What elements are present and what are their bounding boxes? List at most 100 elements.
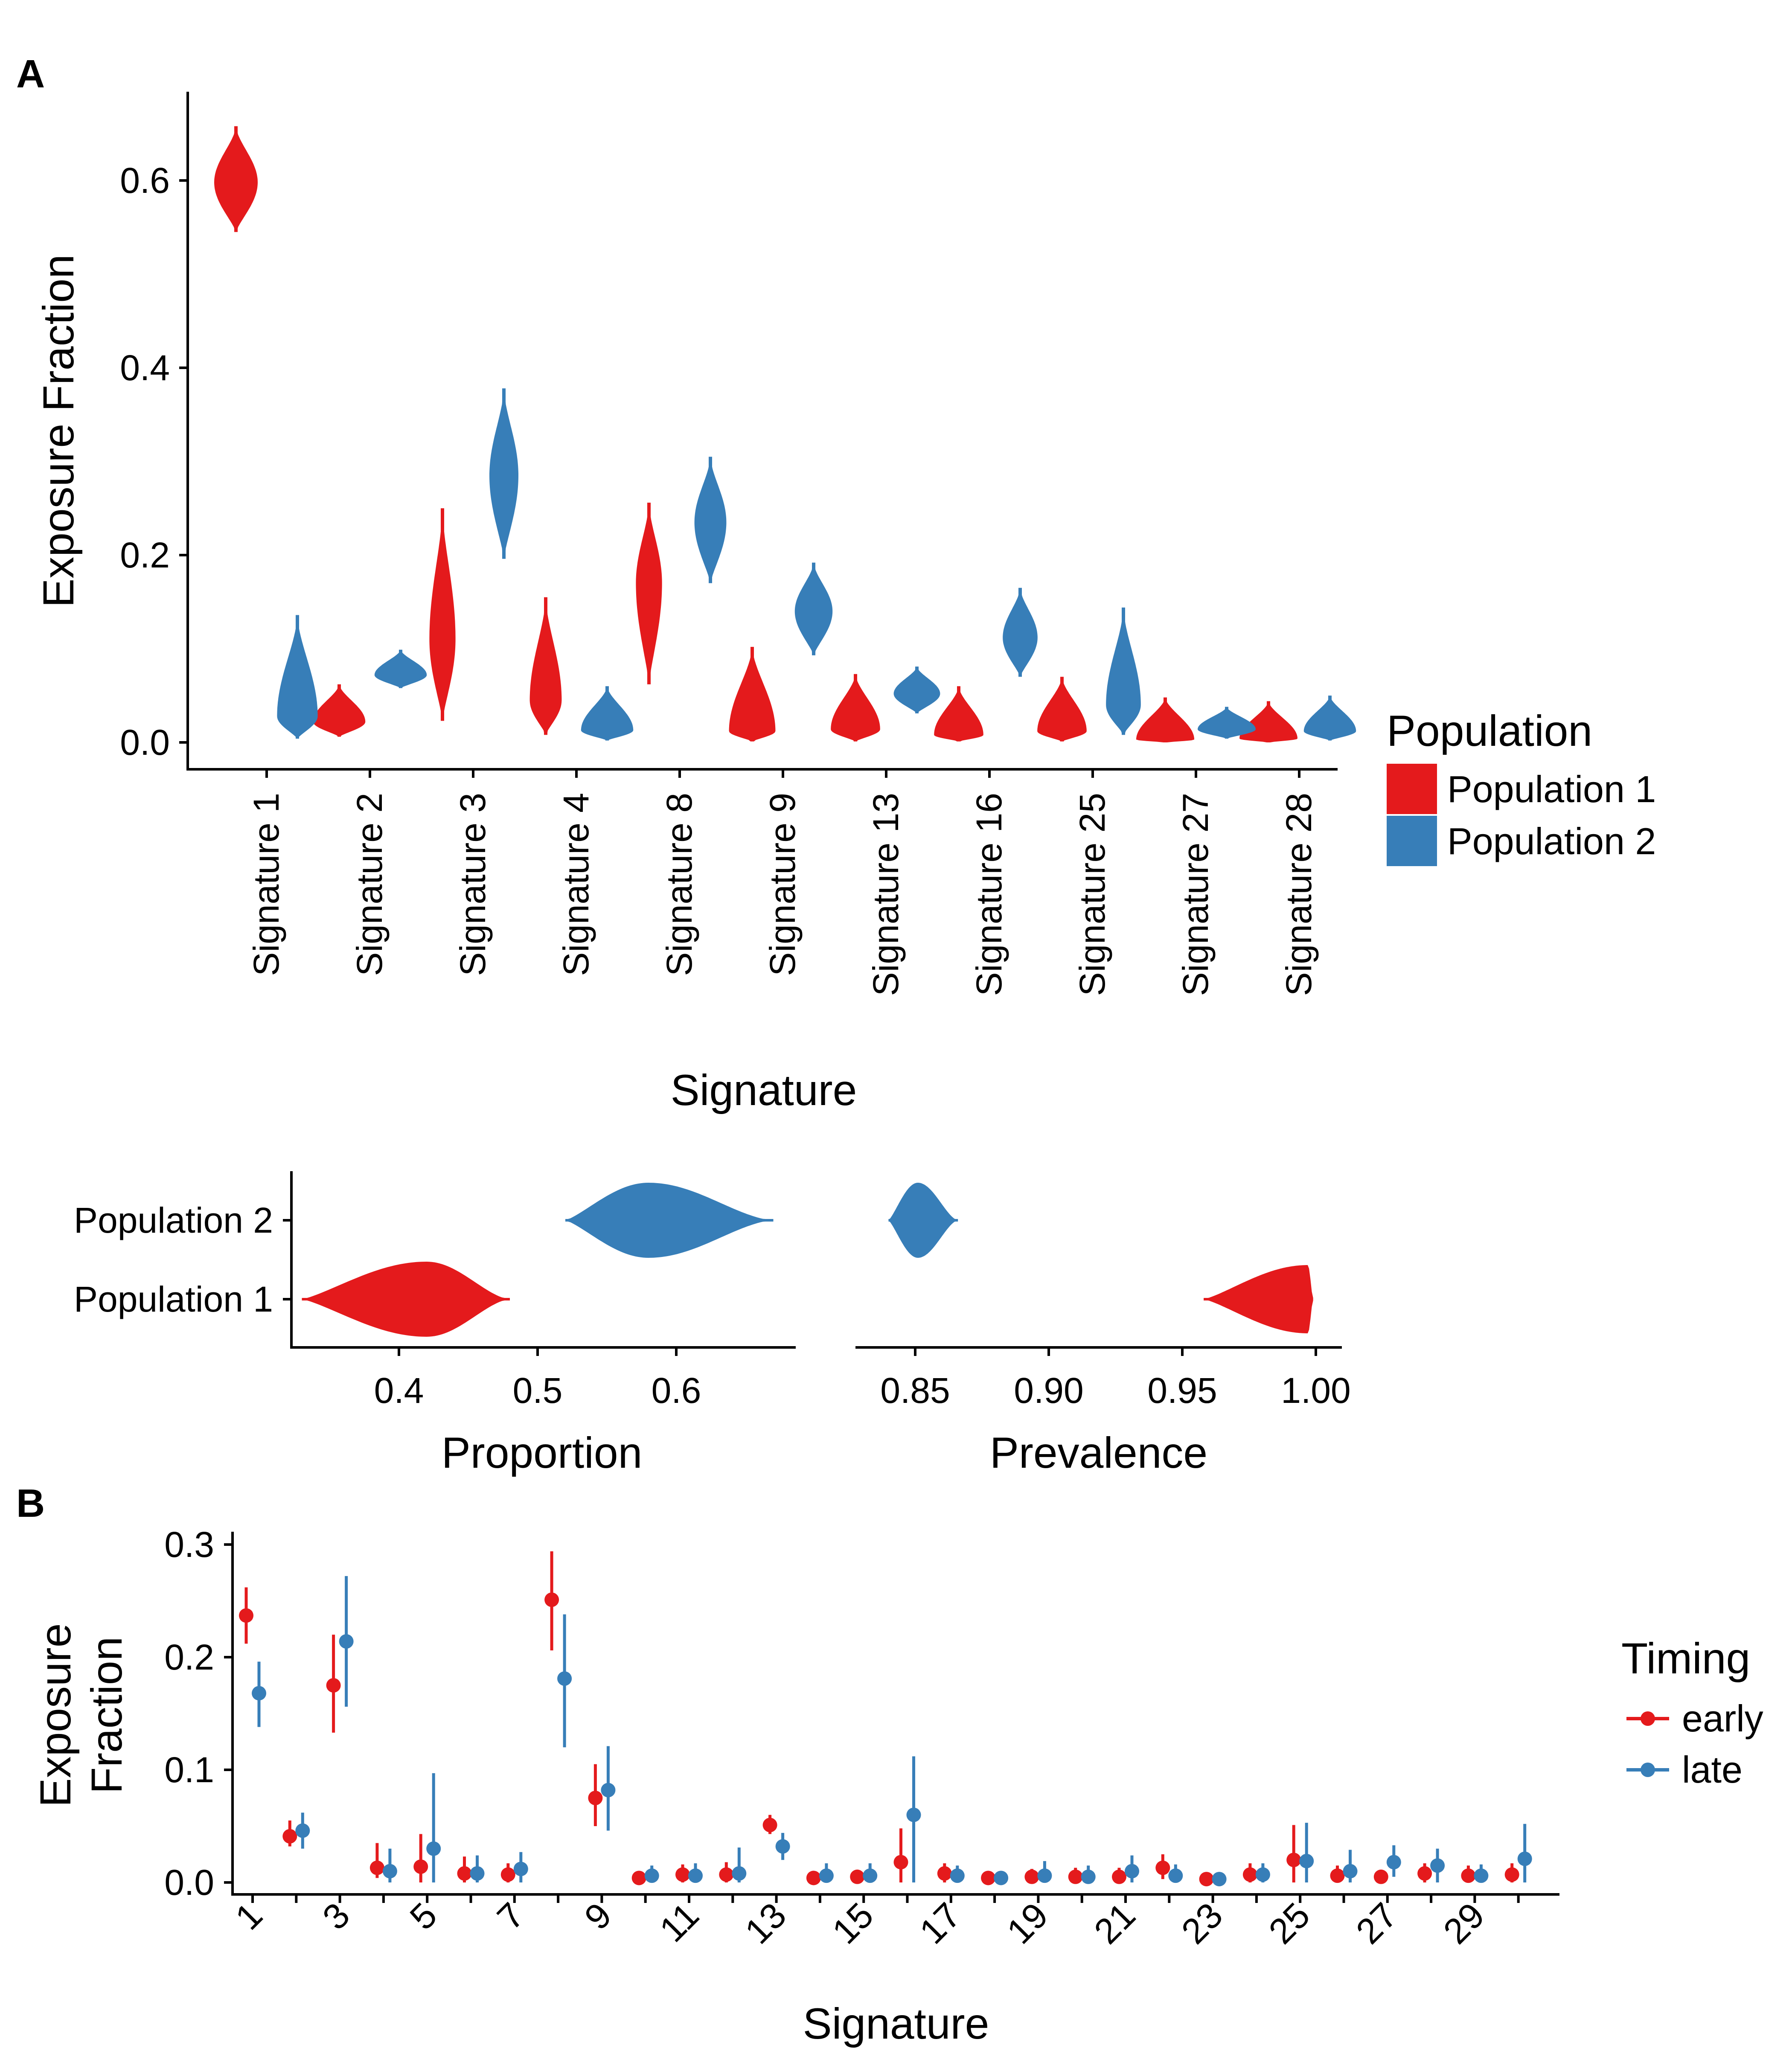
x-tick-label: Signature 16 [969,793,1009,996]
point-early-29 [1461,1868,1476,1883]
x-tick-label: Signature 1 [246,793,286,976]
violin-population-2-signature-13 [893,666,940,713]
violin-population-2-signature-25 [1106,607,1141,735]
x-tick-label: Signature 9 [762,793,803,976]
violin-population-1-signature-16 [934,686,983,742]
prevalence-axis-ticks: 0.85 0.90 0.95 1.00 [880,1347,1351,1411]
x-tick-label-b: 3 [315,1895,358,1937]
point-late-24 [1255,1867,1270,1882]
point-early-3 [326,1678,341,1693]
legend-title: Population [1387,707,1592,755]
point-late-29 [1474,1868,1489,1883]
violin-population-2-signature-9 [794,562,833,655]
x-tick-label-b: 29 [1436,1895,1492,1952]
point-late-17 [950,1868,965,1883]
y-tick-label: 0.2 [120,535,170,575]
y-tick-label-b: 0.1 [164,1750,214,1790]
point-early-8 [544,1592,559,1607]
point-early-7 [500,1867,515,1882]
x-tick-label-b: 21 [1086,1895,1143,1952]
legend-dot-late [1641,1763,1655,1777]
x-axis-ticks-b: 1 3 5 7 9 11 13 15 17 19 21 23 25 27 29 [227,1894,1520,1952]
proportion-axis-title: Proportion [442,1428,643,1477]
violin-population-2-signature-16 [1003,588,1038,677]
point-late-6 [470,1866,485,1881]
violin-marks [214,126,1356,742]
prevalence-violin-population-1 [1204,1265,1313,1333]
point-late-23 [1212,1872,1227,1887]
legend-label-population-1: Population 1 [1447,768,1656,810]
proportion-axis-ticks: 0.4 0.5 0.6 [374,1347,701,1411]
violin-population-1-signature-8 [636,503,662,684]
violin-population-1-signature-13 [831,674,880,742]
point-late-18 [994,1871,1009,1885]
y-axis-title-b-line2: Fraction [82,1637,131,1794]
point-late-15 [863,1868,878,1883]
point-late-20 [1081,1869,1096,1884]
point-early-20 [1068,1869,1083,1884]
x-tick-label: Signature 8 [659,793,699,976]
violin-population-2-signature-3 [489,388,518,559]
population-tick-label: Population 2 [74,1200,273,1240]
point-early-5 [413,1859,428,1874]
point-early-17 [937,1866,952,1881]
proportion-violin-population-2 [565,1183,774,1258]
violin-population-1-signature-25 [1037,677,1087,742]
point-late-4 [382,1864,397,1879]
point-late-3 [339,1634,354,1649]
point-late-5 [426,1841,441,1856]
point-early-21 [1112,1869,1126,1884]
point-early-22 [1155,1860,1170,1875]
x-tick-label-b: 23 [1174,1895,1231,1952]
violin-population-2-signature-27 [1198,707,1256,739]
legend-timing: Timing early late [1621,1634,1763,1791]
violin-population-1-signature-2 [313,684,366,737]
population-tick-label: Population 1 [74,1279,273,1319]
point-early-1 [239,1608,253,1623]
b-axes [231,1532,1559,1896]
point-early-19 [1024,1869,1039,1884]
point-late-16 [906,1807,921,1822]
point-late-12 [732,1866,747,1881]
point-late-28 [1430,1858,1445,1873]
point-early-30 [1504,1867,1519,1882]
x-tick-label: Signature 2 [349,793,390,976]
proportion-tick-label: 0.6 [652,1370,701,1411]
violin-chart-proportion: Population 1 Population 2 0.4 0.5 0.6 Propo… [74,1171,796,1477]
x-tick-label-b: 1 [227,1895,270,1937]
prevalence-violins [888,1183,1313,1333]
point-range-chart-timing: 0.00.10.20.3 1 3 5 7 9 11 13 15 17 19 21 23 25 27 29 E… [31,1524,1763,2048]
prevalence-tick-label: 1.00 [1281,1370,1351,1411]
violin-population-2-signature-4 [581,686,634,741]
x-tick-label-b: 5 [402,1895,445,1937]
violin-chart-exposure: 0.00.20.40.6 Signature 1 Signature 2 Signa… [34,92,1656,1114]
point-late-19 [1037,1868,1052,1883]
x-tick-label-b: 7 [489,1895,532,1937]
y-axis-ticks-b: 0.0 0.1 0.2 0.3 [164,1524,233,1903]
point-early-16 [893,1855,908,1870]
point-late-14 [819,1868,834,1883]
x-tick-label: Signature 28 [1279,793,1319,996]
point-early-23 [1199,1872,1214,1887]
population-axis-ticks: Population 1 Population 2 [74,1200,291,1319]
point-late-30 [1517,1851,1532,1866]
point-early-24 [1242,1867,1257,1882]
prevalence-violin-population-2 [888,1183,958,1258]
point-early-13 [762,1818,777,1833]
point-late-10 [644,1868,659,1883]
point-late-7 [513,1862,528,1876]
prevalence-tick-label: 0.85 [880,1370,950,1411]
legend-swatch-population-1 [1387,764,1437,814]
violin-population-1-signature-9 [729,647,776,742]
legend-title-timing: Timing [1621,1634,1750,1683]
point-late-13 [775,1839,790,1854]
y-axis-title: Exposure Fraction [34,254,83,608]
point-late-26 [1343,1864,1358,1879]
x-tick-label-b: 9 [577,1895,620,1937]
x-tick-label-b: 27 [1348,1895,1405,1952]
violin-population-2-signature-2 [374,649,427,688]
point-early-9 [588,1791,603,1805]
violin-chart-prevalence: 0.85 0.90 0.95 1.00 Prevalence [855,1183,1351,1477]
prevalence-tick-label: 0.95 [1147,1370,1217,1411]
